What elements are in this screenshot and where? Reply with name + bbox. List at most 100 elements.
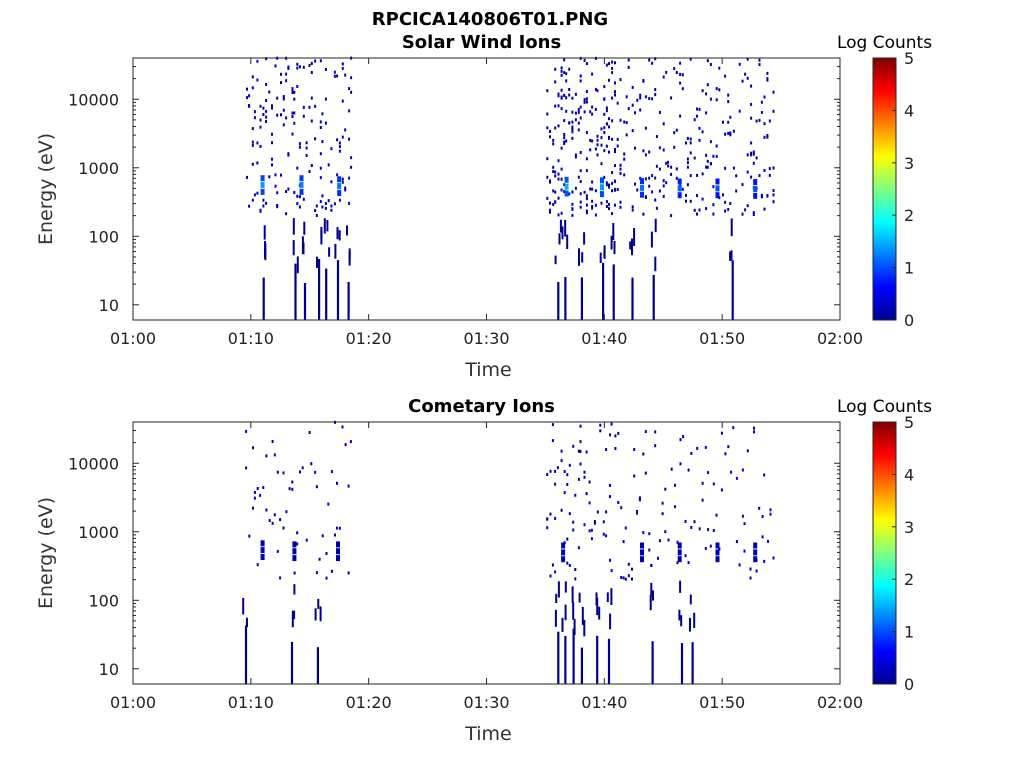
data-point [591, 199, 594, 203]
colorbar-tick-label: 5 [904, 49, 914, 68]
data-point [563, 140, 566, 144]
data-point [560, 188, 563, 192]
data-point [749, 567, 752, 571]
data-point [287, 65, 290, 69]
data-point [577, 121, 580, 125]
data-point [729, 202, 732, 205]
data-point [712, 212, 715, 216]
data-point [673, 145, 676, 149]
data-point [271, 106, 273, 110]
data-point [642, 79, 645, 82]
data-point [602, 532, 605, 536]
data-point [350, 156, 353, 160]
data-point [766, 135, 769, 139]
data-point [583, 100, 586, 104]
data-point [642, 212, 645, 216]
low-energy-burst [348, 248, 351, 261]
peak-mark [715, 549, 720, 556]
data-point [661, 512, 664, 516]
data-point [675, 128, 678, 132]
data-point [744, 72, 747, 76]
y-tick-label: 10 [99, 296, 119, 315]
data-point [605, 144, 608, 148]
data-point [675, 176, 678, 180]
low-energy-burst [580, 277, 583, 320]
data-point [724, 209, 727, 213]
data-point [608, 183, 610, 187]
data-point [609, 558, 611, 562]
data-point [707, 528, 710, 532]
data-point [563, 183, 566, 187]
data-point [696, 194, 698, 198]
low-energy-burst [583, 619, 586, 637]
data-point [654, 198, 657, 202]
low-energy-burst [631, 277, 634, 320]
data-point [280, 173, 282, 177]
low-energy-burst [602, 262, 605, 320]
low-energy-burst [334, 243, 337, 259]
data-point [772, 193, 775, 197]
data-point [282, 97, 285, 101]
data-point [631, 205, 634, 209]
data-point [325, 576, 328, 580]
data-point [772, 90, 775, 94]
data-point [608, 62, 610, 66]
low-energy-burst [262, 277, 265, 320]
low-energy-burst [633, 228, 636, 246]
x-tick-label: 01:10 [228, 693, 274, 712]
data-point [293, 111, 296, 115]
data-point [259, 209, 262, 213]
data-point [681, 87, 684, 91]
data-point [571, 125, 574, 129]
data-point [579, 424, 582, 428]
data-point [298, 195, 301, 199]
data-point [350, 76, 353, 80]
data-point [319, 176, 322, 180]
data-point [253, 110, 256, 114]
data-point [752, 211, 755, 215]
data-point [611, 71, 614, 75]
data-point [600, 136, 603, 140]
data-point [557, 159, 560, 163]
data-point [565, 79, 568, 83]
data-point [256, 161, 259, 165]
data-point [701, 481, 704, 485]
low-energy-burst [564, 219, 567, 237]
data-point [706, 83, 709, 87]
data-point [639, 96, 642, 100]
data-point [693, 118, 696, 122]
data-point [296, 62, 299, 66]
data-point [349, 440, 352, 444]
data-point [684, 520, 687, 523]
data-point [588, 480, 591, 484]
data-point [256, 59, 259, 63]
data-point [760, 100, 763, 104]
low-energy-burst [607, 638, 611, 684]
data-point [738, 109, 741, 113]
data-point [605, 510, 608, 514]
data-point [279, 518, 282, 522]
data-point [585, 450, 588, 454]
data-point [638, 498, 641, 502]
x-tick-label: 01:10 [228, 329, 274, 348]
data-point [554, 190, 557, 194]
data-point [568, 93, 571, 97]
data-point [560, 177, 563, 181]
peak-mark [677, 556, 682, 563]
low-energy-burst [730, 218, 733, 237]
data-point [566, 537, 569, 541]
data-point [344, 188, 347, 192]
data-point [709, 162, 712, 166]
data-point [265, 120, 268, 123]
data-point [596, 134, 599, 138]
data-point [568, 192, 571, 196]
low-energy-burst [338, 230, 341, 241]
data-point [348, 201, 351, 205]
data-point [583, 523, 586, 527]
data-point [271, 157, 273, 161]
data-point [298, 65, 301, 69]
data-point [608, 125, 610, 129]
data-point [648, 176, 651, 180]
data-point [583, 58, 586, 62]
low-energy-burst [613, 241, 616, 255]
